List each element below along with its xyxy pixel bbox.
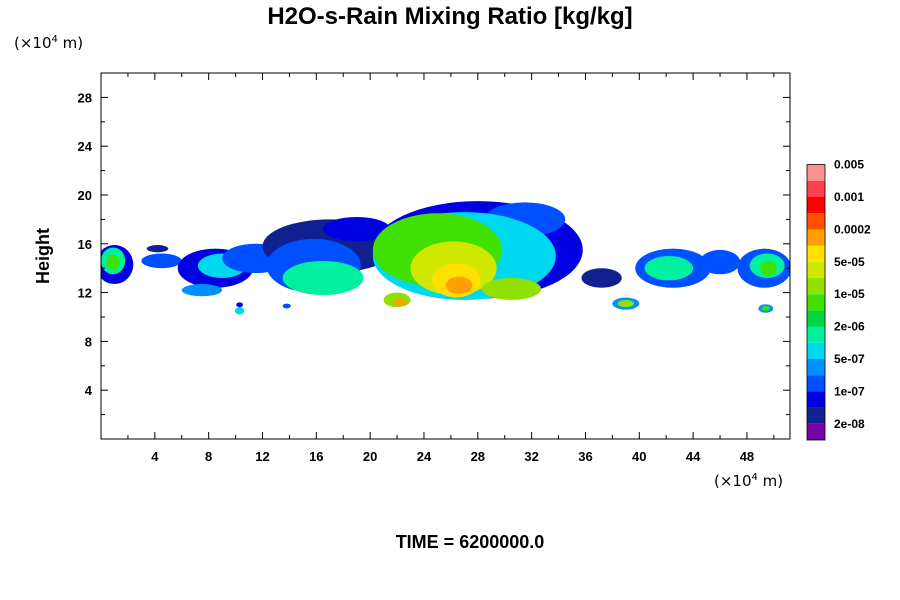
heatmap-region-14 [282, 260, 364, 296]
heatmap-region-11 [282, 303, 291, 309]
y-tick-label-6: 28 [78, 90, 92, 105]
y-tick-label-1: 8 [85, 334, 92, 349]
heatmap-region-25 [393, 298, 407, 307]
colorbar-swatch-16 [807, 164, 825, 181]
colorbar-label-4: 1e-05 [834, 287, 865, 301]
colorbar-swatch-8 [807, 294, 825, 311]
x-tick-label-5: 24 [417, 449, 432, 464]
x-tick-label-3: 16 [309, 449, 323, 464]
colorbar-label-3: 2e-06 [834, 320, 865, 334]
y-tick-label-3: 16 [78, 237, 92, 252]
colorbar-label-8: 0.005 [834, 158, 864, 172]
colorbar-swatch-13 [807, 213, 825, 230]
y-tick-label-4: 20 [78, 188, 92, 203]
heatmap-region-8 [181, 284, 223, 297]
y-axis-unit: (×104 m) [14, 34, 84, 52]
heatmap-region-3 [141, 253, 182, 269]
colorbar-swatch-7 [807, 310, 825, 327]
x-tick-label-2: 12 [255, 449, 269, 464]
colorbar: 2e-08 1e-07 5e-07 2e-06 1e-05 5e-05 0.0002 0.00… [806, 158, 871, 441]
heatmap-region-15 [323, 216, 391, 242]
heatmap-region-27 [617, 299, 634, 308]
x-tick-label-8: 36 [578, 449, 592, 464]
x-tick-label-6: 28 [471, 449, 485, 464]
x-tick-label-4: 20 [363, 449, 377, 464]
x-axis: 4 8 12 16 20 24 28 32 36 40 44 48 [127, 73, 775, 464]
colorbar-label-7: 0.001 [834, 190, 864, 204]
heatmap-region-10 [236, 302, 243, 308]
colorbar-label-1: 1e-07 [834, 384, 865, 398]
y-axis-label: Height [33, 228, 53, 284]
heatmap-region-2 [106, 254, 120, 270]
x-tick-label-11: 48 [740, 449, 754, 464]
plot-frame [100, 72, 791, 440]
y-tick-label-2: 12 [78, 286, 92, 301]
colorbar-swatch-0 [807, 423, 825, 440]
x-axis-unit: (×104 m) [714, 472, 784, 490]
heatmap-region-23 [481, 277, 542, 300]
colorbar-swatch-3 [807, 375, 825, 392]
colorbar-label-2: 5e-07 [834, 352, 865, 366]
x-tick-label-10: 44 [686, 449, 701, 464]
heatmap-region-22 [445, 276, 473, 294]
heatmap-region-36 [761, 306, 770, 311]
heatmap-region-4 [146, 245, 169, 253]
colorbar-frame [806, 164, 826, 441]
heatmap-region-30 [644, 256, 694, 281]
y-tick-label-5: 24 [78, 139, 93, 154]
colorbar-swatch-10 [807, 261, 825, 278]
x-tick-label-0: 4 [151, 449, 159, 464]
colorbar-label-6: 0.0002 [834, 222, 871, 236]
heatmap-region-34 [760, 260, 777, 276]
colorbar-label-5: 5e-05 [834, 255, 865, 269]
y-axis: 4 8 12 16 20 24 28 [78, 90, 790, 416]
colorbar-swatch-1 [807, 407, 825, 424]
x-tick-label-7: 32 [524, 449, 538, 464]
colorbar-swatch-2 [807, 391, 825, 408]
heatmap-region-31 [699, 249, 741, 275]
colorbar-swatch-6 [807, 326, 825, 343]
heatmap-region-28 [581, 268, 622, 288]
chart-title: H2O-s-Rain Mixing Ratio [kg/kg] [267, 3, 633, 30]
x-tick-label-9: 40 [632, 449, 646, 464]
colorbar-label-0: 2e-08 [834, 417, 865, 431]
colorbar-swatch-12 [807, 229, 825, 246]
colorbar-swatch-4 [807, 359, 825, 376]
heatmap-field [101, 201, 790, 315]
colorbar-swatch-9 [807, 278, 825, 295]
heatmap-region-9 [234, 307, 245, 315]
y-tick-label-0: 4 [85, 383, 93, 398]
x-tick-label-1: 8 [205, 449, 212, 464]
colorbar-swatch-11 [807, 245, 825, 262]
colorbar-swatch-14 [807, 197, 825, 214]
colorbar-swatch-5 [807, 342, 825, 359]
time-label: TIME = 6200000.0 [395, 532, 545, 552]
colorbar-swatch-15 [807, 180, 825, 197]
